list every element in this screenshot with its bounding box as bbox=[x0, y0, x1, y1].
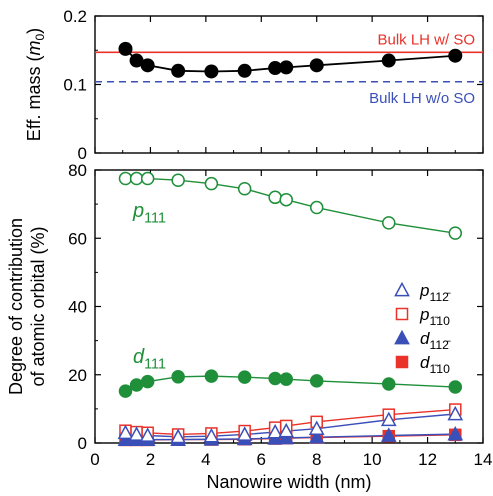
eff-mass-point bbox=[448, 48, 463, 63]
bottom-y-tick-label: 0 bbox=[78, 434, 87, 453]
orbital-point-0 bbox=[382, 216, 396, 230]
orbital-point-2 bbox=[308, 420, 325, 436]
orbital-point-2 bbox=[139, 427, 156, 442]
orbital-point-2 bbox=[170, 428, 187, 444]
eff-mass-point bbox=[237, 63, 252, 78]
orbital-point-1 bbox=[448, 380, 463, 394]
bulk-lh-with-so-label: Bulk LH w/ SO bbox=[377, 31, 475, 48]
orbital-point-4 bbox=[308, 429, 325, 444]
x-tick-label: 6 bbox=[257, 450, 266, 469]
effective-mass-panel: 0 0.1 0.2 Eff. mass (m0) Bulk LH w/ SO Bulk L… bbox=[24, 7, 484, 163]
top-y-axis-label: Eff. mass (m0) bbox=[24, 28, 47, 141]
bottom-y-tick-label: 40 bbox=[68, 298, 87, 317]
x-tick-label: 2 bbox=[146, 450, 155, 469]
legend-marker-5 bbox=[395, 355, 409, 369]
orbital-point-2 bbox=[447, 405, 464, 421]
legend-marker-2 bbox=[394, 281, 410, 297]
bottom-y-tick-label: 20 bbox=[68, 366, 87, 385]
orbital-point-0 bbox=[140, 171, 155, 186]
x-tick-label: 4 bbox=[201, 450, 210, 469]
p111-inline-label: p111 bbox=[132, 200, 166, 227]
orbital-point-0 bbox=[204, 176, 219, 191]
orbital-point-1 bbox=[204, 369, 219, 383]
orbital-point-0 bbox=[118, 171, 133, 186]
bulk-lh-without-so-label: Bulk LH w/o SO bbox=[369, 90, 475, 107]
d111-inline-label: d111 bbox=[133, 346, 166, 373]
orbital-point-2 bbox=[278, 422, 295, 438]
orbital-point-1 bbox=[129, 378, 144, 392]
bottom-y-tick-label: 60 bbox=[68, 229, 87, 248]
orbital-point-0 bbox=[268, 190, 282, 205]
orbital-point-1 bbox=[171, 370, 185, 384]
top-y-tick-label: 0 bbox=[78, 144, 87, 163]
eff-mass-point bbox=[268, 61, 283, 76]
orbital-point-1 bbox=[237, 370, 252, 384]
orbital-point-1 bbox=[382, 377, 396, 391]
legend-label-2: p112̄ bbox=[419, 281, 451, 304]
bottom-y-axis-label-line1: Degree of contribution bbox=[6, 218, 26, 395]
eff-mass-point bbox=[129, 53, 144, 68]
bottom-y-axis-label-line2: of atomic orbital (%) bbox=[28, 226, 48, 386]
orbital-point-2 bbox=[380, 411, 397, 427]
x-tick-label: 0 bbox=[90, 450, 99, 469]
eff-mass-point bbox=[118, 41, 133, 56]
x-tick-label: 10 bbox=[363, 450, 382, 469]
orbital-point-2 bbox=[236, 426, 253, 441]
x-tick-label: 12 bbox=[418, 450, 437, 469]
orbital-point-0 bbox=[171, 173, 185, 187]
orbital-point-1 bbox=[309, 374, 324, 388]
orbital-point-2 bbox=[128, 426, 145, 441]
orbital-point-0 bbox=[279, 192, 293, 207]
eff-mass-point bbox=[204, 64, 219, 79]
orbital-point-1 bbox=[118, 384, 133, 398]
orbital-point-2 bbox=[267, 423, 284, 439]
orbital-point-1 bbox=[268, 371, 282, 386]
orbital-point-0 bbox=[448, 226, 463, 240]
orbital-point-2 bbox=[117, 424, 134, 440]
legend-marker-4 bbox=[394, 329, 410, 345]
bottom-y-tick-label: 80 bbox=[68, 161, 87, 180]
top-y-tick-label: 0.1 bbox=[63, 76, 87, 95]
eff-mass-point bbox=[381, 53, 396, 68]
orbital-point-0 bbox=[129, 171, 144, 186]
x-tick-label: 14 bbox=[474, 450, 493, 469]
x-axis-label: Nanowire width (nm) bbox=[206, 472, 371, 492]
eff-mass-point bbox=[171, 63, 186, 78]
legend-label-4: d112̄ bbox=[420, 329, 451, 352]
orbital-point-0 bbox=[237, 182, 252, 196]
orbital-contribution-panel: 0 2 4 6 8 10 12 14 0 20 40 60 80 Degree of contributi… bbox=[6, 161, 492, 492]
orbital-point-1 bbox=[140, 374, 155, 389]
eff-mass-point bbox=[279, 60, 294, 75]
top-y-tick-label: 0.2 bbox=[63, 7, 87, 26]
orbital-point-4 bbox=[380, 427, 397, 442]
legend-marker-3 bbox=[395, 307, 409, 321]
orbital-point-4 bbox=[447, 425, 464, 441]
orbital-point-0 bbox=[309, 200, 324, 215]
orbital-series-line-0 bbox=[125, 177, 456, 234]
x-tick-label: 8 bbox=[312, 450, 321, 469]
orbital-point-1 bbox=[279, 372, 293, 386]
legend-label-3: p1̄10 bbox=[419, 305, 450, 328]
eff-mass-point bbox=[140, 58, 155, 73]
eff-mass-point bbox=[309, 58, 324, 73]
orbital-point-2 bbox=[203, 427, 220, 443]
legend-label-5: d1̄10 bbox=[420, 353, 450, 376]
